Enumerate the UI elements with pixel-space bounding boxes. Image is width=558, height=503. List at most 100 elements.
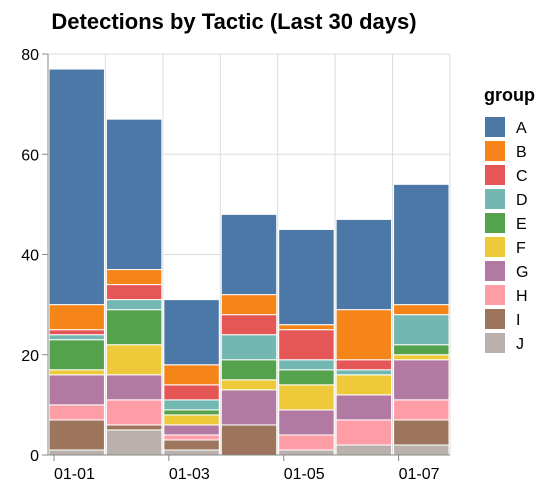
- bar-segment-d: [278, 359, 335, 371]
- bar-segment-j: [393, 444, 450, 456]
- legend-swatch-d: [485, 189, 505, 209]
- legend-label-e: E: [516, 216, 527, 233]
- bar-segment-h: [278, 434, 335, 451]
- bar-segment-f: [220, 379, 278, 391]
- bar-segment-g: [48, 374, 105, 406]
- legend-label-j: J: [516, 336, 524, 353]
- bar-segment-h: [48, 404, 105, 421]
- bar-segment-j: [335, 444, 393, 456]
- bar-segment-c: [163, 384, 220, 401]
- bar-segment-h: [335, 419, 393, 446]
- bar-segment-f: [105, 344, 163, 376]
- legend-label-d: D: [516, 192, 528, 209]
- y-tick-label: 60: [21, 147, 39, 164]
- bar-segment-c: [48, 329, 105, 336]
- bar-segment-i: [163, 439, 220, 451]
- bar-segment-a: [278, 228, 335, 326]
- bar-segment-a: [163, 299, 220, 366]
- bar-segment-b: [48, 304, 105, 331]
- bar-segment-c: [220, 314, 278, 336]
- y-tick-label: 40: [21, 248, 39, 265]
- bar-segment-e: [278, 369, 335, 386]
- bar-segment-e: [105, 309, 163, 346]
- bar-segment-g: [105, 374, 163, 401]
- bar-segment-i: [48, 419, 105, 451]
- bar-segment-e: [163, 409, 220, 416]
- bar-segment-f: [163, 414, 220, 426]
- bar-segment-b: [335, 309, 393, 361]
- y-tick-label: 0: [30, 448, 39, 465]
- legend-label-c: C: [516, 168, 528, 185]
- bar-segment-a: [48, 68, 105, 306]
- bar-segment-b: [163, 364, 220, 386]
- bar-segment-d: [48, 334, 105, 341]
- legend-swatch-i: [485, 309, 505, 329]
- bar-segment-e: [48, 339, 105, 371]
- bar-segment-a: [393, 183, 450, 306]
- bar-segment-d: [163, 399, 220, 411]
- bar-segment-a: [335, 218, 393, 311]
- bar-segment-d: [220, 334, 278, 361]
- y-tick-label: 20: [21, 348, 39, 365]
- bar-segment-h: [105, 399, 163, 426]
- legend-label-h: H: [516, 288, 528, 305]
- bar-segment-d: [105, 299, 163, 311]
- bar-segment-i: [220, 424, 278, 456]
- legend-swatch-b: [485, 141, 505, 161]
- bar-segment-f: [278, 384, 335, 411]
- x-tick-label: 01-01: [54, 466, 95, 483]
- legend-swatch-h: [485, 285, 505, 305]
- chart-title: Detections by Tactic (Last 30 days): [51, 9, 416, 34]
- legend-swatch-e: [485, 213, 505, 233]
- legend-swatch-g: [485, 261, 505, 281]
- bar-segment-j: [48, 449, 105, 456]
- bar-segment-f: [48, 369, 105, 376]
- x-tick-label: 01-05: [284, 466, 325, 483]
- bar-segment-e: [393, 344, 450, 356]
- bar-segment-a: [105, 118, 163, 271]
- legend-label-b: B: [516, 144, 527, 161]
- legend-title: group: [484, 85, 535, 105]
- bar-segment-h: [163, 434, 220, 441]
- bar-segment-i: [393, 419, 450, 446]
- bar-segment-j: [163, 449, 220, 456]
- legend-label-f: F: [516, 240, 526, 257]
- bar-segment-d: [393, 314, 450, 346]
- bar-segment-a: [220, 213, 278, 296]
- bar-segment-g: [278, 409, 335, 436]
- legend-swatch-c: [485, 165, 505, 185]
- axes: 0 20 40 60 80 01-01 01-03 01-05 01-07: [21, 47, 450, 483]
- legend-swatch-f: [485, 237, 505, 257]
- bar-segment-g: [220, 389, 278, 426]
- bar-segment-j: [105, 429, 163, 456]
- bar-segment-b: [393, 304, 450, 316]
- bar-segment-b: [220, 294, 278, 316]
- bar-segment-c: [335, 359, 393, 371]
- bar-segment-g: [393, 359, 450, 401]
- x-tick-label: 01-07: [399, 466, 440, 483]
- bar-segment-g: [335, 394, 393, 421]
- bar-segment-e: [220, 359, 278, 381]
- bar-segment-c: [105, 284, 163, 301]
- bars: [48, 68, 450, 456]
- bar-segment-j: [278, 449, 335, 456]
- bar-segment-f: [393, 354, 450, 361]
- bar-segment-h: [393, 399, 450, 421]
- legend-swatch-a: [485, 117, 505, 137]
- bar-segment-d: [335, 369, 393, 376]
- legend-swatch-j: [485, 333, 505, 353]
- legend-label-a: A: [516, 120, 527, 137]
- y-tick-label: 80: [21, 47, 39, 64]
- bar-segment-b: [278, 324, 335, 331]
- x-tick-label: 01-03: [169, 466, 210, 483]
- bar-segment-i: [105, 424, 163, 431]
- legend-label-i: I: [516, 312, 520, 329]
- bar-segment-c: [278, 329, 335, 361]
- bar-segment-b: [105, 269, 163, 286]
- bar-segment-f: [335, 374, 393, 396]
- bar-segment-g: [163, 424, 220, 436]
- legend-label-g: G: [516, 264, 528, 281]
